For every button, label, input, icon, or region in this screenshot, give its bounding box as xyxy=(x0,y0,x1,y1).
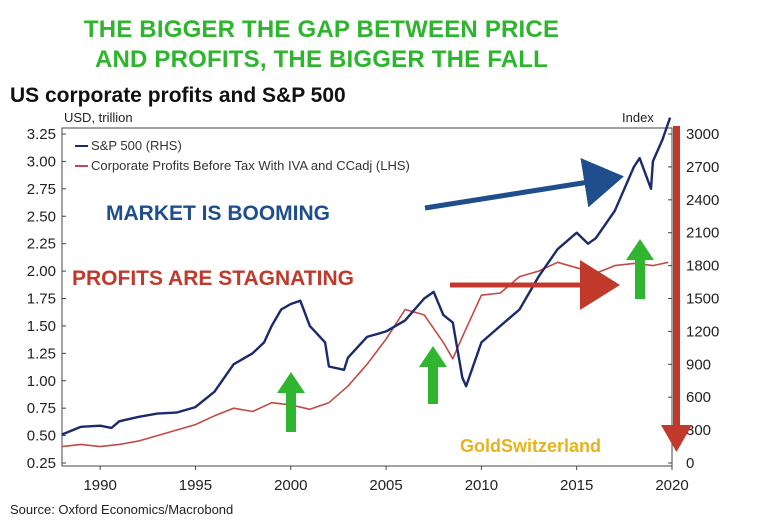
right-tick-label: 3000 xyxy=(686,126,719,143)
green-up-arrows xyxy=(277,239,654,432)
right-tick-label: 600 xyxy=(686,389,711,406)
headline-line-2: AND PROFITS, THE BIGGER THE FALL xyxy=(94,46,549,73)
x-tick-label: 1995 xyxy=(179,477,212,494)
left-tick-label: 2.25 xyxy=(27,236,56,253)
chart-title: US corporate profits and S&P 500 xyxy=(10,84,346,107)
left-tick-label: 3.00 xyxy=(27,153,56,170)
right-tick-label: 300 xyxy=(686,422,711,439)
right-tick-label: 1800 xyxy=(686,258,719,275)
left-tick-label: 0.25 xyxy=(27,455,56,472)
legend-label-sp500: S&P 500 (RHS) xyxy=(91,138,182,153)
left-tick-label: 2.75 xyxy=(27,181,56,198)
brand-watermark: GoldSwitzerland xyxy=(460,436,601,456)
right-tick-label: 0 xyxy=(686,455,694,472)
left-tick-label: 1.75 xyxy=(27,291,56,308)
left-tick-label: 2.00 xyxy=(27,263,56,280)
legend-label-profits: Corporate Profits Before Tax With IVA an… xyxy=(91,158,410,173)
x-axis: 1990 1995 2000 2005 2010 2015 2020 xyxy=(83,466,689,494)
right-tick-label: 1500 xyxy=(686,291,719,308)
x-tick-label: 2005 xyxy=(369,477,402,494)
legend: S&P 500 (RHS) Corporate Profits Before T… xyxy=(75,138,410,173)
right-tick-label: 2700 xyxy=(686,159,719,176)
right-axis-unit-label: Index xyxy=(622,110,654,125)
left-tick-label: 1.25 xyxy=(27,345,56,362)
plot-frame xyxy=(61,127,673,467)
left-tick-label: 2.50 xyxy=(27,208,56,225)
market-callout-arrow xyxy=(424,158,624,211)
series-lines xyxy=(61,117,672,448)
source-note: Source: Oxford Economics/Macrobond xyxy=(10,502,233,517)
left-tick-label: 0.50 xyxy=(27,428,56,445)
headline-line-1: THE BIGGER THE GAP BETWEEN PRICE xyxy=(83,16,560,43)
x-tick-label: 1990 xyxy=(83,477,116,494)
series-line-sp500 xyxy=(61,117,672,436)
right-tick-label: 900 xyxy=(686,356,711,373)
left-axis: 3.25 3.00 2.75 2.50 2.25 2.00 1.75 1.50 1.25 1.00… xyxy=(27,126,66,472)
x-tick-label: 2015 xyxy=(560,477,593,494)
green-up-arrow-2000 xyxy=(277,372,305,432)
market-booming-callout: MARKET IS BOOMING xyxy=(106,202,330,225)
left-tick-label: 1.50 xyxy=(27,318,56,335)
down-arrow xyxy=(661,126,692,452)
x-tick-label: 2020 xyxy=(655,477,688,494)
right-tick-label: 1200 xyxy=(686,323,719,340)
left-axis-unit-label: USD, trillion xyxy=(64,110,133,125)
left-tick-label: 1.00 xyxy=(27,373,56,390)
x-tick-label: 2000 xyxy=(274,477,307,494)
x-tick-label: 2010 xyxy=(465,477,498,494)
left-tick-label: 0.75 xyxy=(27,400,56,417)
right-tick-label: 2400 xyxy=(686,192,719,209)
green-up-arrow-2018 xyxy=(626,239,654,299)
profits-stagnating-callout: PROFITS ARE STAGNATING xyxy=(72,267,354,290)
series-line-corporate-profits xyxy=(61,261,669,448)
right-tick-label: 2100 xyxy=(686,225,719,242)
left-tick-label: 3.25 xyxy=(27,126,56,143)
green-up-arrow-2007 xyxy=(419,346,447,404)
